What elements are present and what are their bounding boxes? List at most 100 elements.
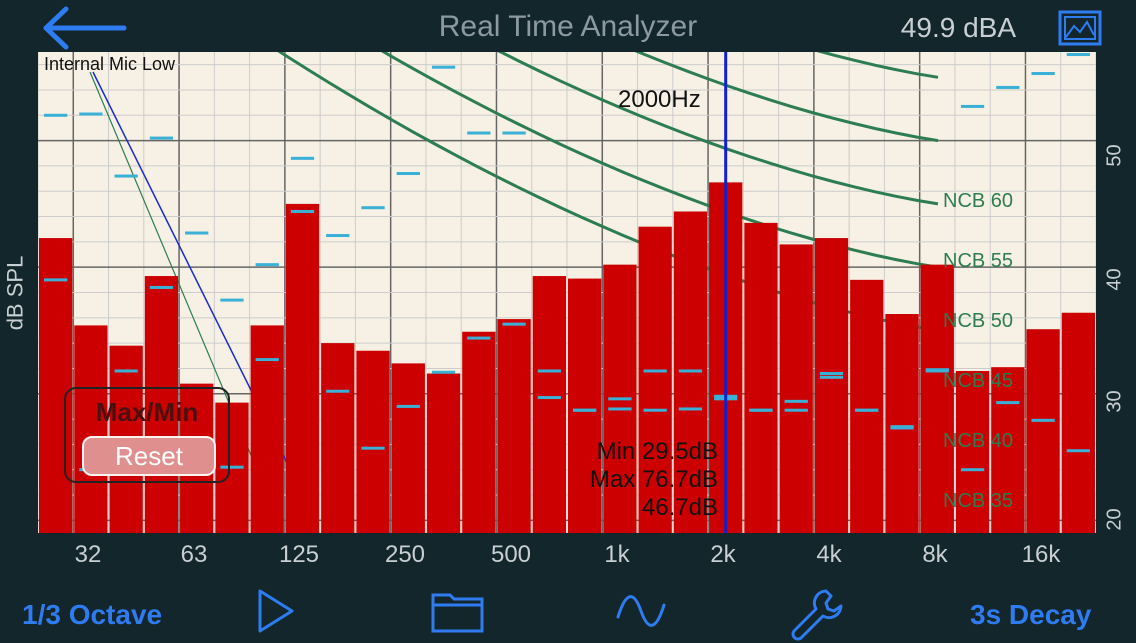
- level-bar: [885, 314, 919, 533]
- x-tick-label: 1k: [604, 541, 630, 568]
- min-marker: [467, 336, 491, 340]
- min-marker: [890, 426, 914, 430]
- x-tick-label: 16k: [1021, 541, 1061, 568]
- min-marker: [361, 446, 385, 450]
- ncb-label: NCB 45: [943, 370, 1014, 392]
- wrench-icon[interactable]: [788, 587, 844, 643]
- min-marker: [960, 468, 985, 472]
- max-marker: [396, 172, 420, 176]
- max-marker: [361, 206, 385, 210]
- level-bar: [74, 325, 108, 533]
- min-marker: [643, 369, 667, 373]
- level-bar: [744, 222, 778, 533]
- stats-readout: Min 29.5dB Max 76.7dB 46.7dB: [538, 438, 718, 522]
- level-bar: [462, 331, 496, 533]
- min-marker: [678, 369, 703, 373]
- min-marker: [819, 375, 844, 379]
- image-icon[interactable]: [1058, 10, 1102, 46]
- ncb-curve: [634, 52, 939, 143]
- header-bar: Real Time Analyzer 49.9 dBA: [0, 0, 1136, 52]
- level-bar: [955, 370, 990, 533]
- min-marker: [114, 369, 138, 373]
- ncb-label: NCB 40: [943, 430, 1014, 452]
- x-tick-label: 125: [278, 541, 320, 568]
- level-bar: [814, 238, 849, 533]
- min-marker: [149, 285, 174, 289]
- min-marker: [1031, 418, 1055, 422]
- max-marker: [79, 112, 103, 116]
- band-mode-button[interactable]: 1/3 Octave: [22, 599, 163, 630]
- waveform-icon[interactable]: [614, 587, 668, 635]
- cursor-frequency-label: 2000Hz: [618, 86, 701, 113]
- level-bar: [356, 350, 390, 533]
- x-tick-label: 2k: [710, 541, 736, 568]
- level-bar: [144, 276, 179, 533]
- max-marker: [643, 408, 667, 412]
- level-bar: [991, 367, 1025, 533]
- min-marker: [749, 408, 773, 412]
- min-readout: Min 29.5dB: [596, 438, 718, 465]
- max-marker: [1031, 72, 1055, 76]
- current-readout: 46.7dB: [641, 494, 718, 521]
- ncb-label: NCB 50: [943, 310, 1014, 332]
- level-bar: [285, 203, 320, 533]
- y-tick-label: 50: [1103, 144, 1126, 167]
- page-title: Real Time Analyzer: [438, 10, 698, 43]
- min-marker: [537, 369, 561, 373]
- max-marker: [220, 298, 244, 302]
- ncb-label: NCB 55: [943, 250, 1014, 272]
- max-marker: [537, 396, 561, 400]
- max-marker: [114, 174, 138, 178]
- y-axis-label: dB SPL: [2, 255, 28, 331]
- back-arrow-icon[interactable]: [40, 6, 130, 50]
- level-bar: [779, 244, 813, 533]
- maxmin-label: Max/Min: [95, 397, 199, 427]
- decay-button[interactable]: 3s Decay: [970, 599, 1092, 630]
- bottom-toolbar: 1/3 Octave 3s Decay: [0, 579, 1136, 643]
- y-tick-label: 30: [1103, 390, 1126, 413]
- overall-level-readout: 49.9 dBA: [900, 12, 1016, 43]
- min-marker: [784, 408, 808, 412]
- max-marker: [996, 85, 1020, 89]
- ncb-curve: [380, 52, 939, 269]
- level-bar: [391, 363, 425, 533]
- level-bar: [426, 373, 461, 533]
- folder-icon[interactable]: [430, 587, 486, 635]
- level-bar: [497, 319, 531, 533]
- max-marker: [960, 104, 985, 108]
- max-marker: [255, 263, 279, 267]
- min-marker: [573, 408, 597, 412]
- min-marker: [996, 401, 1020, 405]
- min-marker: [855, 408, 879, 412]
- x-tick-label: 250: [384, 541, 426, 568]
- x-tick-label: 32: [74, 541, 102, 568]
- max-marker: [1066, 53, 1090, 57]
- max-marker: [290, 156, 315, 160]
- min-marker: [290, 209, 315, 213]
- level-bar: [39, 238, 73, 533]
- max-marker: [819, 372, 844, 376]
- ncb-label: NCB 35: [943, 490, 1014, 512]
- x-axis: 32 63 125 250 500 1k 2k 4k 8k 16k: [38, 533, 1096, 579]
- level-bar: [321, 343, 355, 533]
- min-marker: [1066, 449, 1090, 453]
- reset-button[interactable]: Reset: [82, 436, 216, 476]
- max-marker: [467, 131, 491, 135]
- min-marker: [502, 322, 526, 326]
- level-bar: [1026, 329, 1060, 533]
- min-marker: [431, 370, 456, 374]
- x-tick-label: 500: [490, 541, 532, 568]
- max-readout: Max 76.7dB: [589, 466, 718, 493]
- y-tick-label: 20: [1103, 508, 1126, 531]
- x-tick-label: 4k: [816, 541, 842, 568]
- x-tick-label: 63: [180, 541, 208, 568]
- spectrum-plot[interactable]: Internal Mic Low 2000Hz NCB 60 NCB 55 NC…: [38, 52, 1096, 533]
- min-marker: [396, 404, 420, 408]
- max-marker: [185, 231, 209, 235]
- level-bar: [638, 226, 672, 533]
- max-marker: [502, 131, 526, 135]
- play-icon[interactable]: [254, 587, 298, 635]
- max-marker: [326, 234, 350, 238]
- ncb-curve: [497, 52, 939, 206]
- max-marker: [149, 136, 174, 140]
